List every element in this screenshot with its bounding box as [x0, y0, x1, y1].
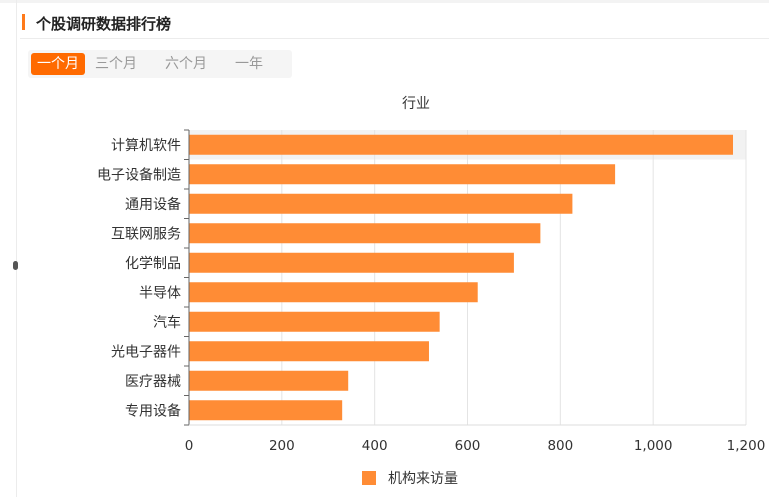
panel-header: 个股调研数据排行榜	[20, 8, 769, 39]
x-tick-label: 0	[185, 438, 194, 454]
period-tabs: 一个月 三个月 六个月 一年	[28, 50, 292, 78]
legend-swatch	[362, 471, 376, 485]
bar[interactable]	[189, 223, 541, 244]
tab-three-months[interactable]: 三个月	[95, 56, 137, 72]
scroll-handle[interactable]	[13, 261, 18, 270]
tab-one-year[interactable]: 一年	[235, 56, 263, 72]
chart-title: 行业	[402, 96, 430, 112]
tab-one-month[interactable]: 一个月	[31, 53, 85, 75]
axes: 计算机软件电子设备制造通用设备互联网服务化学制品半导体汽车光电子器件医疗器械专用…	[97, 129, 766, 454]
panel-left-border	[16, 0, 17, 497]
category-label: 医疗器械	[125, 374, 181, 390]
x-tick-label: 600	[455, 438, 481, 454]
bar[interactable]	[189, 400, 343, 421]
legend-label: 机构来访量	[388, 471, 458, 487]
category-label: 专用设备	[125, 402, 181, 419]
legend[interactable]: 机构来访量	[362, 471, 458, 487]
x-tick-label: 200	[269, 438, 295, 454]
category-label: 半导体	[139, 285, 181, 301]
bar[interactable]	[189, 193, 573, 214]
category-label: 光电子器件	[111, 344, 181, 360]
bar[interactable]	[189, 341, 429, 362]
bar[interactable]	[189, 134, 734, 155]
panel-title: 个股调研数据排行榜	[36, 15, 172, 33]
category-label: 通用设备	[125, 196, 181, 213]
bar[interactable]	[189, 370, 349, 391]
bar[interactable]	[189, 252, 514, 273]
header-accent-bar	[22, 14, 25, 30]
top-border	[0, 0, 769, 3]
x-tick-label: 400	[362, 438, 388, 454]
category-label: 计算机软件	[111, 138, 181, 154]
tab-six-months[interactable]: 六个月	[165, 56, 207, 72]
bars	[189, 134, 734, 421]
bar[interactable]	[189, 311, 440, 332]
grid-lines	[281, 130, 747, 425]
x-tick-label: 1,200	[727, 438, 766, 454]
category-label: 电子设备制造	[97, 166, 181, 183]
x-tick-label: 800	[547, 438, 573, 454]
category-label: 汽车	[153, 314, 181, 331]
bar[interactable]	[189, 282, 478, 303]
category-label: 化学制品	[125, 256, 181, 272]
x-tick-label: 1,000	[634, 438, 673, 454]
bar[interactable]	[189, 164, 616, 185]
category-label: 互联网服务	[111, 226, 181, 242]
